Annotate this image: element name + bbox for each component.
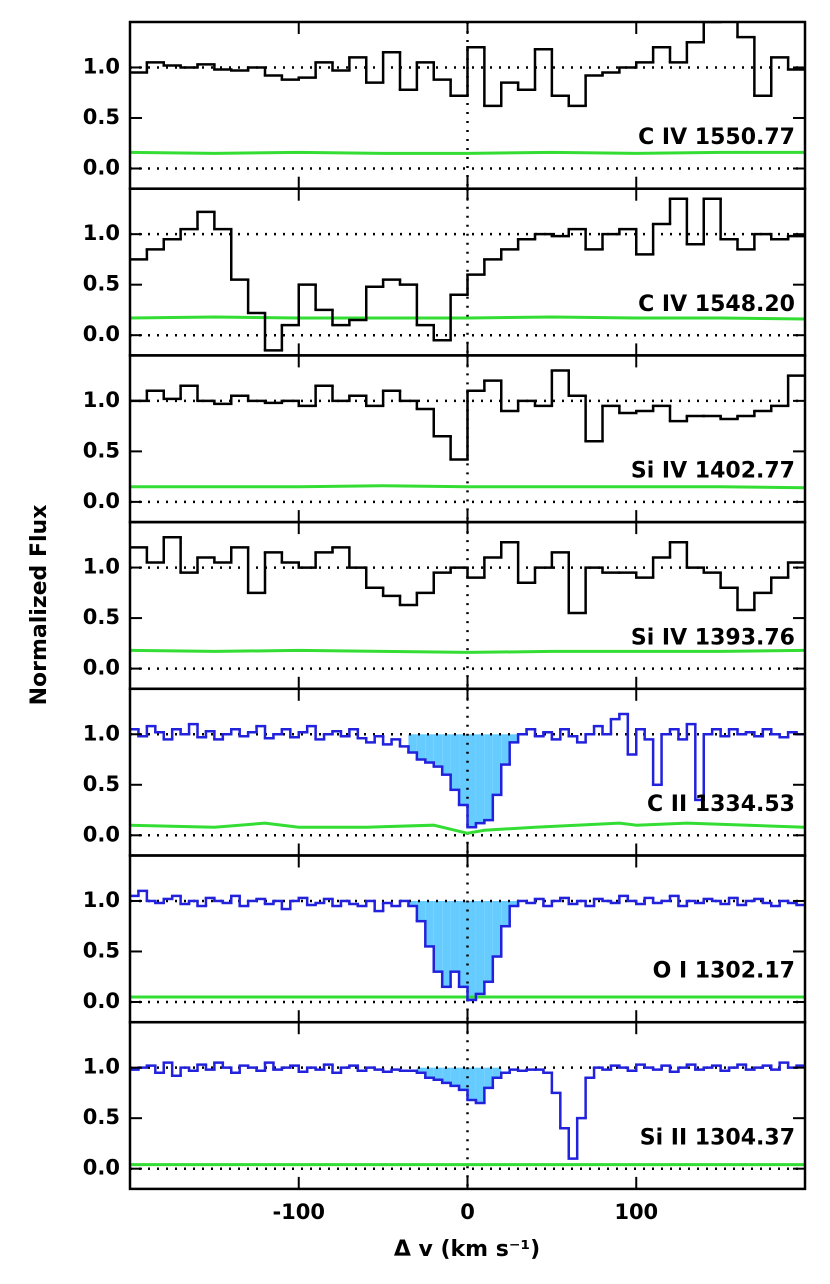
absorption-fill — [425, 734, 434, 763]
panel: 0.0 0.5 1.0 Si IV 1393.76 — [83, 520, 807, 691]
y-tick-label: 0.0 — [83, 322, 120, 346]
absorption-fill — [416, 900, 426, 922]
absorption-fill — [450, 900, 460, 972]
y-tick-label: 1.0 — [83, 388, 120, 412]
x-tick-label: -100 — [272, 1200, 325, 1224]
y-tick-label: 1.0 — [83, 555, 120, 579]
plot-body — [130, 688, 805, 856]
error-line — [130, 315, 805, 321]
y-tick-label: 0.5 — [83, 105, 120, 129]
absorption-fill — [501, 900, 510, 927]
y-tick-label: 0.5 — [83, 438, 120, 462]
absorption-fill — [492, 734, 502, 795]
y-tick-label: 1.0 — [83, 888, 120, 912]
absorption-fill — [484, 900, 493, 982]
panel: 0.0 0.5 1.0 C II 1334.53 — [83, 687, 807, 857]
absorption-fill — [425, 900, 434, 947]
y-tick-label: 0.5 — [83, 1105, 120, 1129]
absorption-fill — [433, 1067, 443, 1080]
error-line — [130, 821, 805, 835]
panel-label: O I 1302.17 — [653, 959, 795, 984]
x-axis-title: Δ v (km s⁻¹) — [394, 1237, 540, 1262]
x-tick-label: 0 — [460, 1200, 475, 1224]
panel: 0.0 0.5 1.0 -100 0 100 Si II 1304.37 — [83, 1020, 807, 1224]
absorption-fill — [509, 734, 519, 743]
panel-label: Si II 1304.37 — [640, 1125, 795, 1150]
absorption-fill — [467, 734, 476, 828]
y-tick-label: 0.5 — [83, 938, 120, 962]
y-tick-label: 0.0 — [83, 822, 120, 846]
panel: 0.0 0.5 1.0 C IV 1548.20 — [83, 187, 807, 357]
absorption-fill — [408, 734, 417, 753]
y-tick-label: 1.0 — [83, 54, 120, 78]
panel-label: C IV 1550.77 — [638, 125, 795, 150]
absorption-fill — [467, 1067, 476, 1100]
plot-body — [130, 188, 805, 356]
absorption-fill — [450, 734, 460, 790]
plot-body — [130, 1022, 805, 1189]
absorption-fill — [442, 1067, 451, 1083]
plot-body — [130, 22, 805, 189]
absorption-fill — [501, 734, 510, 765]
error-line — [130, 484, 805, 490]
y-tick-label: 0.0 — [83, 489, 120, 513]
panel-label: Si IV 1393.76 — [631, 625, 795, 650]
absorption-fill — [433, 900, 443, 972]
absorption-fill — [484, 734, 493, 821]
y-tick-label: 0.5 — [83, 772, 120, 796]
panel-label: Si IV 1402.77 — [631, 459, 795, 484]
y-tick-label: 0.5 — [83, 272, 120, 296]
panel: 0.0 0.5 1.0 Si IV 1402.77 — [83, 354, 807, 524]
absorption-fill — [433, 734, 443, 767]
panel: 0.0 0.5 1.0 C IV 1550.77 — [83, 20, 807, 190]
y-tick-label: 1.0 — [83, 721, 120, 745]
absorption-fill — [475, 1067, 485, 1104]
absorption-fill — [408, 900, 417, 907]
panel-label: C II 1334.53 — [647, 792, 795, 817]
absorption-fill — [416, 1067, 426, 1073]
y-tick-label: 1.0 — [83, 1055, 120, 1079]
x-tick-label: 100 — [614, 1200, 658, 1224]
absorption-fill — [459, 900, 468, 987]
absorption-fill — [467, 900, 476, 1000]
absorption-fill — [416, 734, 426, 760]
y-axis-title: Normalized Flux — [27, 505, 52, 706]
absorption-fill — [459, 1067, 468, 1090]
absorption-fill — [492, 1067, 502, 1078]
absorption-fill — [425, 1067, 434, 1078]
plot-body — [130, 522, 805, 689]
plot-body — [130, 855, 805, 1023]
y-tick-label: 0.0 — [83, 989, 120, 1013]
y-tick-label: 0.0 — [83, 155, 120, 179]
plot-body — [130, 355, 805, 523]
y-tick-label: 0.0 — [83, 1156, 120, 1180]
y-tick-label: 0.5 — [83, 605, 120, 629]
error-line — [130, 150, 805, 155]
absorption-fill — [509, 900, 519, 907]
y-tick-label: 0.0 — [83, 656, 120, 680]
absorption-fill — [492, 900, 502, 957]
panel: 0.0 0.5 1.0 O I 1302.17 — [83, 854, 807, 1024]
absorption-fill — [442, 734, 451, 775]
panel-label: C IV 1548.20 — [638, 292, 795, 317]
absorption-fill — [484, 1067, 493, 1088]
absorption-fill — [459, 734, 468, 805]
absorption-fill — [450, 1067, 460, 1086]
y-tick-label: 1.0 — [83, 221, 120, 245]
absorption-fill — [475, 900, 485, 994]
absorption-fill — [475, 734, 485, 824]
error-line — [130, 648, 805, 654]
absorption-fill — [442, 900, 451, 987]
